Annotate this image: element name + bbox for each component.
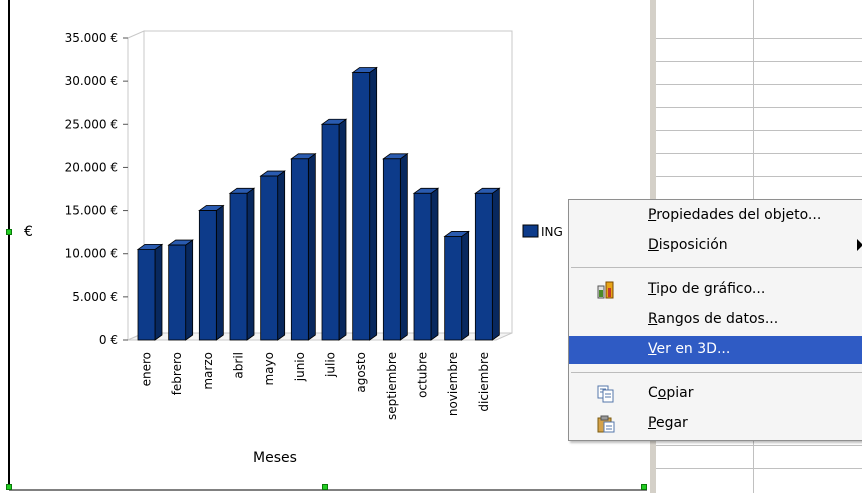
resize-handle-bottom-right[interactable] (641, 484, 647, 490)
y-tick-label: 25.000 € (65, 117, 118, 131)
menu-separator (571, 267, 862, 268)
resize-handle-bottom-left[interactable] (6, 484, 12, 490)
bar (320, 118, 348, 341)
bar-side (277, 170, 286, 341)
bar-front (321, 123, 340, 341)
menu-item-label: Rangos de datos... (648, 311, 779, 327)
menu-separator (571, 372, 862, 373)
bars (136, 66, 501, 341)
y-tick-label: 10.000 € (65, 247, 118, 261)
submenu-arrow-icon (857, 239, 862, 251)
bar (259, 170, 286, 341)
bar-side (215, 204, 224, 341)
paste-icon (597, 415, 615, 433)
grid-row-line (656, 153, 862, 154)
resize-handle-bottom[interactable] (322, 484, 328, 490)
y-tick-label: 5.000 € (72, 290, 118, 304)
bar-side (307, 153, 316, 341)
y-tick-label: 15.000 € (65, 204, 118, 218)
bar-front (352, 72, 371, 341)
x-tick-label: septiembre (385, 352, 399, 420)
menu-item-label: Tipo de gráfico... (648, 281, 766, 297)
bar-front (290, 158, 309, 341)
bar (167, 239, 194, 341)
bar-front (474, 192, 493, 341)
bar-front (137, 248, 156, 341)
context-menu[interactable]: Propiedades del objeto... Disposición Ti… (568, 199, 862, 441)
y-tick-label: 20.000 € (65, 160, 118, 174)
menu-item-object-properties[interactable]: Propiedades del objeto... (569, 202, 862, 230)
x-axis-title: Meses (253, 450, 297, 466)
menu-item-label: Ver en 3D... (648, 341, 731, 357)
bar-side (246, 187, 255, 341)
x-tick-label: marzo (201, 352, 215, 390)
menu-item-view-3d[interactable]: Ver en 3D... (569, 336, 862, 364)
menu-item-label: Copiar (648, 385, 694, 401)
x-tick-label: febrero (170, 352, 184, 395)
copy-icon (597, 385, 614, 403)
grid-row-line (656, 130, 862, 131)
grid-row-line (656, 468, 862, 469)
grid-row-line (656, 61, 862, 62)
grid-row-line (656, 107, 862, 108)
menu-item-paste[interactable]: Pegar (569, 410, 862, 438)
x-tick-label: julio (324, 352, 338, 378)
bar-front (444, 236, 463, 341)
menu-item-label: Disposición (648, 237, 728, 253)
x-tick-label: junio (293, 352, 307, 382)
bar (198, 204, 225, 341)
resize-handle-left[interactable] (6, 229, 12, 235)
legend-swatch (522, 224, 539, 238)
bar-side (185, 239, 194, 341)
y-tick-label: 0 € (99, 333, 118, 347)
bar-front (382, 158, 401, 341)
bar-front (413, 192, 432, 341)
grid-row-line (656, 84, 862, 85)
x-tick-label: agosto (354, 352, 368, 393)
bar-side (338, 118, 347, 341)
bar-front (229, 192, 248, 341)
menu-item-data-ranges[interactable]: Rangos de datos... (569, 306, 862, 334)
bar-side (154, 243, 163, 341)
bar (382, 153, 409, 341)
y-axis-ticks: 35.000 € 30.000 € 25.000 € 20.000 € 15.000 €… (65, 31, 128, 347)
grid-row-line (656, 176, 862, 177)
bar-front (260, 175, 279, 341)
y-axis-title: € (24, 224, 33, 240)
bar-front (168, 244, 187, 341)
bar-side (461, 230, 470, 341)
bar (474, 187, 501, 341)
legend-label: ING (541, 225, 563, 239)
menu-item-label: Propiedades del objeto... (648, 207, 822, 223)
bar-side (399, 153, 408, 341)
chart-object[interactable]: 35.000 € 30.000 € 25.000 € 20.000 € 15.000 €… (0, 0, 650, 493)
x-axis-labels: enero febrero marzo abril mayo junio julio agos… (140, 352, 491, 420)
x-tick-label: enero (140, 352, 154, 386)
bar-side (491, 187, 500, 341)
bar (290, 153, 317, 341)
y-tick-label: 30.000 € (65, 74, 118, 88)
grid-row-line (656, 38, 862, 39)
menu-item-layout[interactable]: Disposición (569, 232, 862, 260)
bar (228, 187, 256, 341)
bar (351, 66, 378, 341)
grid-row-line (656, 445, 862, 446)
x-tick-label: diciembre (477, 352, 491, 412)
x-tick-label: mayo (262, 352, 276, 386)
bar-chart[interactable]: 35.000 € 30.000 € 25.000 € 20.000 € 15.000 €… (0, 0, 650, 493)
x-tick-label: octubre (416, 352, 430, 398)
bar (412, 187, 440, 341)
x-tick-label: noviembre (446, 352, 460, 416)
bar (136, 243, 164, 341)
chart-type-icon (597, 281, 614, 299)
x-tick-label: abril (232, 352, 246, 379)
bar-side (369, 66, 378, 341)
bar (443, 230, 470, 341)
bar-front (198, 210, 217, 341)
menu-item-chart-type[interactable]: Tipo de gráfico... (569, 276, 862, 304)
menu-item-copy[interactable]: Copiar (569, 380, 862, 408)
bar-side (430, 187, 439, 341)
y-tick-label: 35.000 € (65, 31, 118, 45)
menu-item-label: Pegar (648, 415, 688, 431)
